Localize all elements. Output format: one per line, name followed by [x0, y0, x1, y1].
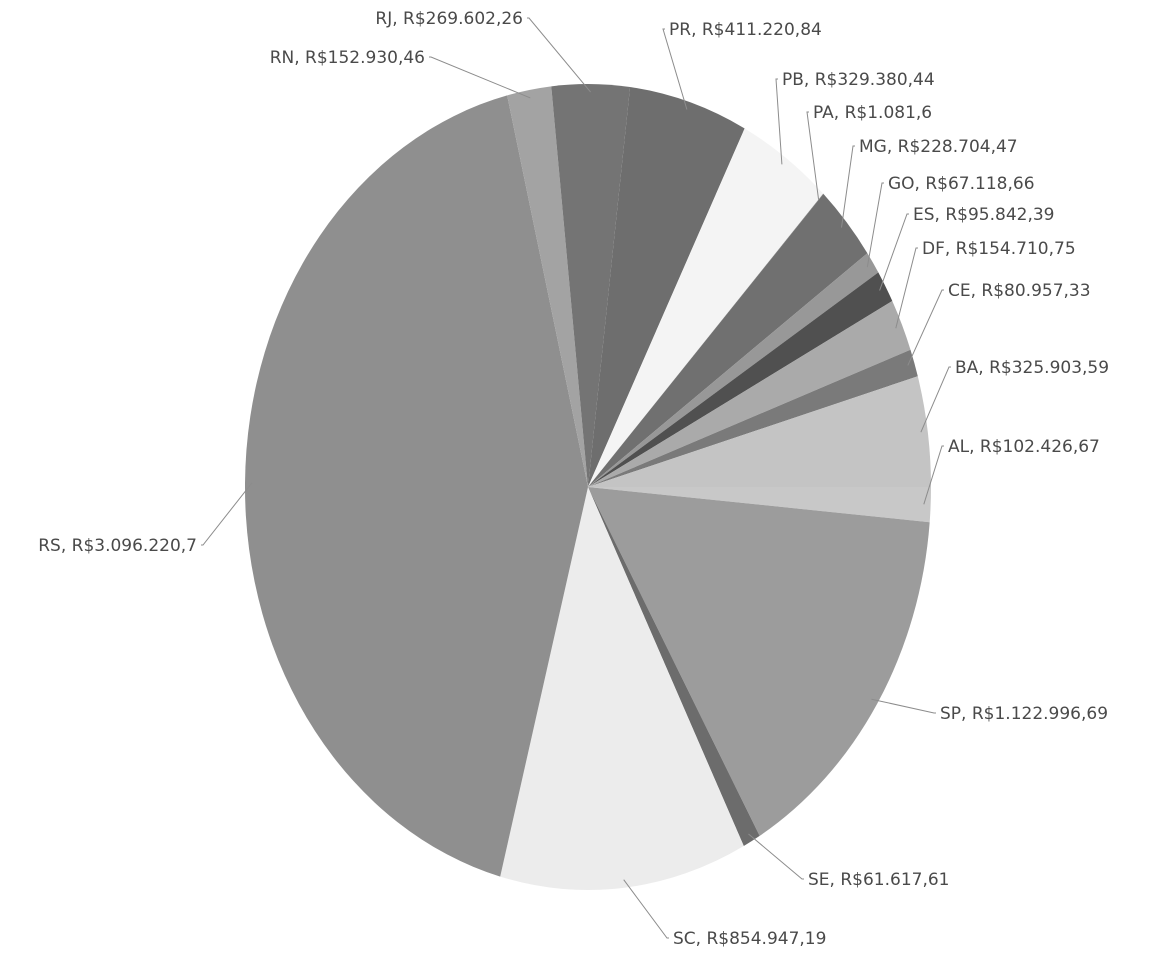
pie-slice-sp	[588, 487, 930, 836]
slice-label-ce: CE, R$80.957,33	[948, 281, 1091, 301]
leader-line-ce	[907, 289, 944, 366]
slice-label-rs: RS, R$3.096.220,7	[38, 536, 197, 556]
slice-label-ba: BA, R$325.903,59	[955, 358, 1109, 378]
pie-slice-go	[588, 253, 879, 487]
slice-label-rj: RJ, R$269.602,26	[375, 9, 523, 29]
pie-slice-sc	[500, 487, 744, 890]
leader-line-go	[866, 182, 884, 268]
slice-label-df: DF, R$154.710,75	[922, 239, 1076, 259]
slice-label-go: GO, R$67.118,66	[888, 174, 1035, 194]
slice-label-sc: SC, R$854.947,19	[673, 929, 826, 949]
leader-line-ba	[920, 366, 951, 433]
pie-slice-se	[588, 487, 760, 847]
pie-slice-pb	[588, 128, 824, 488]
leader-line-pb	[775, 78, 783, 165]
pie-slice-mg	[588, 193, 868, 487]
leader-line-se	[748, 833, 804, 880]
leader-line-es	[879, 213, 909, 291]
pie-slice-pr	[588, 87, 745, 487]
slice-label-pr: PR, R$411.220,84	[669, 20, 822, 40]
slice-labels: AL, R$102.426,67 SP, R$1.122.996,69 SE, R$…	[38, 9, 1109, 949]
leader-line-rj	[527, 17, 591, 93]
leader-line-rs	[201, 482, 253, 546]
slice-label-pa: PA, R$1.081,6	[813, 103, 932, 123]
leader-line-pa	[806, 111, 820, 200]
slice-label-pb: PB, R$329.380,44	[782, 70, 935, 90]
pie-slice-df	[588, 301, 911, 487]
leader-line-al	[923, 445, 944, 505]
leader-line-rn	[429, 56, 531, 99]
leader-line-sc	[623, 879, 669, 939]
leader-line-sp	[871, 698, 936, 714]
pie-slice-rj	[551, 83, 631, 487]
slice-label-se: SE, R$61.617,61	[808, 870, 950, 890]
slice-label-mg: MG, R$228.704,47	[859, 137, 1018, 157]
pie-slice-rn	[507, 86, 588, 487]
slice-label-es: ES, R$95.842,39	[913, 205, 1055, 225]
pie-slice-rs	[244, 95, 588, 877]
pie-slice-ba	[588, 376, 931, 487]
pie-slice-es	[588, 272, 893, 487]
slice-label-sp: SP, R$1.122.996,69	[940, 704, 1108, 724]
leader-line-pr	[662, 28, 688, 110]
pie-slices	[244, 83, 931, 890]
leader-line-df	[895, 247, 918, 329]
slice-label-al: AL, R$102.426,67	[948, 437, 1100, 457]
pie-slice-pa	[588, 193, 824, 487]
leader-line-mg	[841, 145, 855, 228]
pie-slice-ce	[588, 349, 918, 487]
pie-slice-al	[588, 487, 931, 523]
slice-label-rn: RN, R$152.930,46	[270, 48, 425, 68]
leader-lines	[201, 17, 951, 939]
